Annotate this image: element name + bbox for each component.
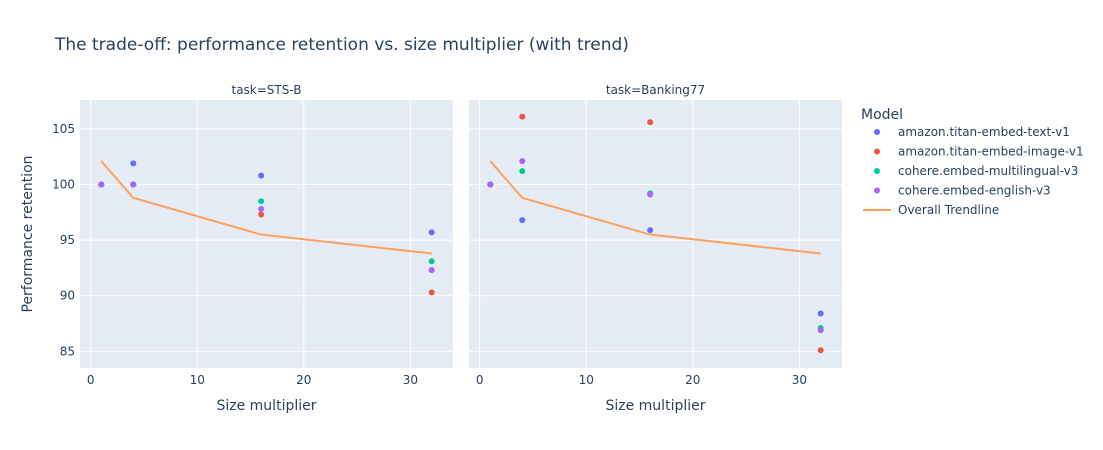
data-point — [258, 172, 265, 179]
trendline — [489, 160, 821, 255]
x-tick-label: 20 — [685, 373, 700, 387]
data-point — [647, 191, 654, 198]
legend-title: Model — [861, 107, 903, 123]
legend-marker — [874, 129, 880, 135]
x-tick-label: 10 — [190, 373, 205, 387]
facet-title: task=Banking77 — [606, 83, 705, 97]
x-tick-label: 0 — [476, 373, 484, 387]
plot-background — [80, 100, 453, 368]
legend-item-label: amazon.titan-embed-image-v1 — [898, 145, 1084, 159]
y-tick-label: 100 — [52, 178, 75, 192]
data-point — [647, 119, 654, 126]
data-point — [519, 168, 526, 175]
data-point — [130, 160, 137, 167]
facet-title: task=STS-B — [231, 83, 301, 97]
trendline — [100, 160, 432, 255]
data-point — [428, 267, 435, 274]
data-point — [258, 198, 265, 205]
data-point — [519, 158, 526, 165]
data-point — [428, 289, 435, 296]
y-tick-label: 95 — [60, 233, 75, 247]
y-tick-label: 90 — [60, 289, 75, 303]
chart-title: The trade-off: performance retention vs.… — [54, 35, 629, 55]
data-point — [519, 113, 526, 120]
legend-item-label: cohere.embed-english-v3 — [898, 184, 1051, 198]
data-point — [428, 258, 435, 265]
data-point — [487, 181, 494, 188]
data-point — [817, 327, 824, 334]
x-tick-label: 0 — [87, 373, 95, 387]
legend-marker — [874, 187, 880, 194]
data-point — [258, 211, 265, 218]
y-tick-label: 85 — [60, 344, 75, 358]
data-point — [258, 205, 265, 212]
legend-marker — [874, 148, 880, 155]
facet-panel: 0 10 20 30 85 90 95 100 105 task=STS-B Size multip… — [52, 83, 453, 414]
plot-background — [469, 100, 842, 368]
data-point — [98, 181, 105, 188]
x-tick-label: 10 — [579, 373, 594, 387]
x-axis-title: Size multiplier — [605, 398, 705, 414]
legend-item-label: Overall Trendline — [898, 203, 999, 217]
data-point — [519, 217, 526, 224]
legend: Model amazon.titan-embed-text-v1 amazon.t… — [861, 107, 1084, 217]
x-axis-title: Size multiplier — [216, 398, 316, 414]
legend-marker — [874, 168, 880, 174]
y-axis-title: Performance retention — [20, 155, 36, 312]
data-point — [647, 227, 654, 234]
data-point — [817, 347, 824, 354]
data-point — [130, 181, 137, 188]
facet-panel: 0 10 20 30 task=Banking77 Size multiplier — [469, 83, 842, 414]
x-tick-label: 30 — [403, 373, 418, 387]
legend-item-label: amazon.titan-embed-text-v1 — [898, 125, 1070, 139]
legend-item-label: cohere.embed-multilingual-v3 — [898, 164, 1078, 178]
x-tick-label: 30 — [792, 373, 807, 387]
x-tick-label: 20 — [296, 373, 311, 387]
data-point — [817, 310, 824, 317]
y-tick-label: 105 — [52, 122, 75, 136]
data-point — [428, 229, 435, 236]
